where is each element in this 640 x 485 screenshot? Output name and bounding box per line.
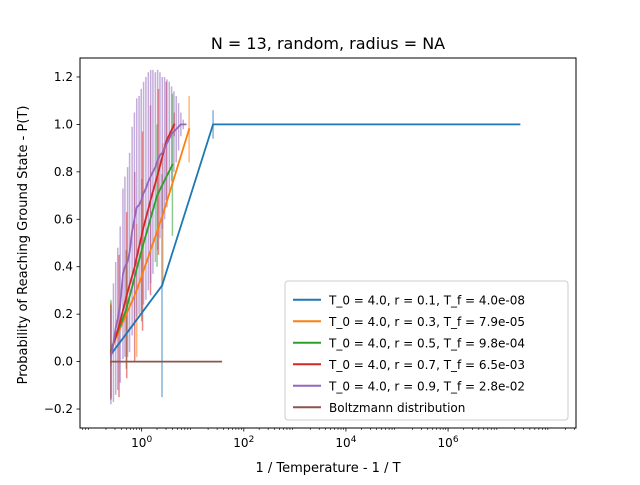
legend-label-1: T_0 = 4.0, r = 0.3, T_f = 7.9e-05 [328, 315, 525, 329]
legend-label-0: T_0 = 4.0, r = 0.1, T_f = 4.0e-08 [328, 293, 525, 307]
legend-label-5: Boltzmann distribution [329, 401, 465, 415]
y-tick-label-1: 0.0 [54, 355, 73, 369]
x-axis-label: 1 / Temperature - 1 / T [255, 461, 400, 476]
legend-label-4: T_0 = 4.0, r = 0.9, T_f = 2.8e-02 [328, 379, 525, 393]
series-line-4 [109, 123, 187, 358]
y-tick-label-2: 0.2 [54, 307, 73, 321]
y-tick-label-6: 1.0 [54, 117, 73, 131]
legend: T_0 = 4.0, r = 0.1, T_f = 4.0e-08 T_0 = 4… [284, 280, 569, 421]
y-tick-label-7: 1.2 [54, 70, 73, 84]
series-line-2 [109, 163, 174, 351]
legend-label-2: T_0 = 4.0, r = 0.5, T_f = 9.8e-04 [328, 336, 525, 350]
y-tick-label-4: 0.6 [54, 212, 73, 226]
y-axis-label: Probability of Reaching Ground State - P… [16, 106, 31, 385]
axes: 100 102 104 106−0.20.00.20.40.60.81.01.2 [44, 57, 577, 450]
series-line-0 [109, 123, 521, 356]
legend-box [284, 280, 569, 421]
chart-title: N = 13, random, radius = NA [211, 34, 445, 53]
y-tick-label-3: 0.4 [54, 260, 73, 274]
y-tick-label-0: −0.2 [44, 402, 73, 416]
plot-area [109, 69, 521, 405]
series-line-1 [109, 128, 191, 351]
axes-frame [79, 57, 577, 429]
y-tick-label-5: 0.8 [54, 165, 73, 179]
legend-label-3: T_0 = 4.0, r = 0.7, T_f = 6.5e-03 [328, 358, 525, 372]
